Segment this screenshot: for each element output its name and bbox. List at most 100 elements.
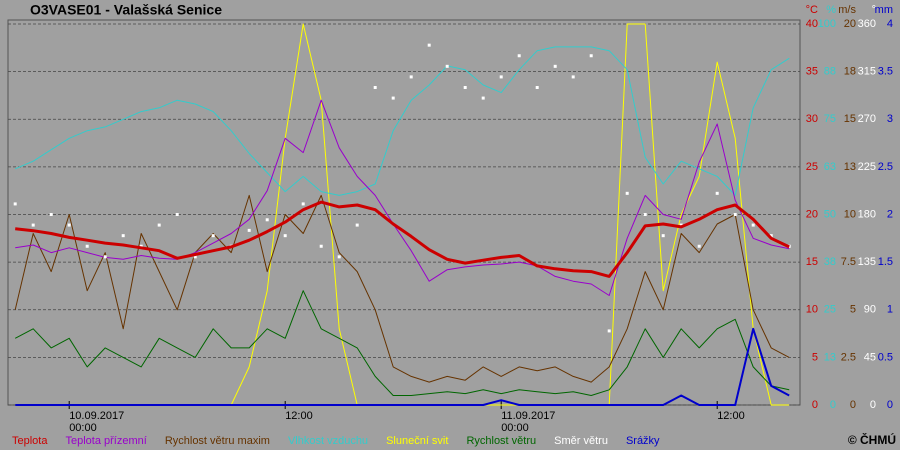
y-tick-label: 5 (812, 351, 818, 363)
y-tick-label: 3 (887, 113, 893, 125)
direction-dot (139, 244, 143, 248)
y-tick-label: 0 (887, 399, 893, 411)
y-tick-label: 0 (870, 399, 876, 411)
y-tick-label: 100 (818, 18, 836, 30)
direction-dot (769, 234, 773, 238)
direction-dot (679, 223, 683, 227)
y-tick-label: 88 (824, 66, 836, 78)
direction-dot (157, 223, 161, 227)
y-tick-label: 25 (824, 304, 836, 316)
direction-dot (499, 75, 503, 79)
legend-entry: Teplota přízemní (65, 435, 146, 447)
direction-dot (13, 202, 17, 206)
series-line (14, 194, 790, 383)
legend-entry: Srážky (626, 435, 660, 447)
y-tick-label: 45 (864, 351, 876, 363)
direction-dot (409, 75, 413, 79)
y-tick-label: 1.5 (878, 256, 893, 268)
y-tick-label: 13 (844, 161, 856, 173)
direction-dot (553, 64, 557, 68)
x-tick-label: 00:00 (501, 422, 529, 434)
direction-dot (661, 234, 665, 238)
axis-unit: mm (875, 4, 893, 16)
y-tick-label: 38 (824, 256, 836, 268)
y-tick-label: 225 (858, 161, 876, 173)
direction-dot (733, 213, 737, 216)
direction-dot (193, 255, 197, 259)
y-tick-label: 2.5 (841, 351, 856, 363)
axis-unit: m/s (838, 4, 856, 16)
series-line (15, 99, 790, 296)
direction-dot (697, 244, 701, 248)
y-tick-label: 360 (858, 18, 876, 30)
y-tick-label: 1 (887, 304, 893, 316)
direction-dot (535, 86, 539, 89)
legend-entry: Rychlost větru (466, 435, 536, 447)
y-tick-label: 20 (806, 208, 818, 220)
y-tick-label: 0 (830, 399, 836, 411)
legend-entry: Směr větru (554, 435, 608, 447)
credit: © ČHMÚ (848, 432, 896, 447)
y-tick-label: 13 (824, 351, 836, 363)
y-tick-label: 270 (858, 113, 876, 125)
legend-entry: Rychlost větru maxim (165, 435, 270, 447)
direction-dot (337, 255, 341, 259)
y-tick-label: 15 (844, 113, 856, 125)
y-tick-label: 25 (806, 161, 818, 173)
x-tick-date: 11.09.2017 (501, 410, 555, 422)
direction-dot (427, 43, 431, 47)
direction-dot (175, 213, 179, 216)
legend-entry: Vlhkost vzduchu (288, 435, 368, 447)
y-tick-label: 75 (824, 113, 836, 125)
direction-dot (625, 191, 629, 195)
series-line (15, 200, 790, 278)
direction-dot (481, 96, 485, 100)
direction-dot (643, 213, 647, 216)
direction-dot (391, 96, 395, 100)
direction-dot (265, 218, 269, 222)
direction-dot (445, 64, 449, 68)
chart-title: O3VASE01 - Valašská Senice (30, 2, 222, 18)
y-tick-label: 18 (844, 66, 856, 78)
direction-dot (67, 223, 71, 227)
y-tick-label: 0.5 (878, 351, 893, 363)
y-tick-label: 7.5 (841, 256, 856, 268)
y-tick-label: 20 (844, 18, 856, 30)
y-tick-label: 0 (850, 399, 856, 411)
direction-dot (121, 234, 125, 238)
y-tick-label: 15 (806, 256, 818, 268)
series-line (14, 290, 790, 396)
direction-dot (751, 223, 755, 227)
direction-dot (319, 244, 323, 248)
y-tick-label: 90 (864, 304, 876, 316)
y-tick-label: 0 (812, 399, 818, 411)
y-tick-label: 3.5 (878, 66, 893, 78)
axis-unit: % (826, 4, 836, 16)
direction-dot (85, 244, 89, 248)
y-tick-label: 63 (824, 161, 836, 173)
direction-dot (571, 75, 575, 79)
y-tick-label: 10 (844, 208, 856, 220)
direction-dot (463, 86, 467, 89)
y-tick-label: 2.5 (878, 161, 893, 173)
direction-dot (301, 202, 305, 206)
direction-dot (211, 234, 215, 238)
direction-dot (607, 329, 611, 333)
y-tick-label: 40 (806, 18, 818, 30)
y-tick-label: 5 (850, 304, 856, 316)
y-tick-label: 135 (858, 256, 876, 268)
plot-area (7, 19, 801, 406)
y-tick-label: 30 (806, 113, 818, 125)
direction-dot (355, 223, 359, 227)
y-tick-label: 4 (887, 18, 893, 30)
series-line (15, 46, 790, 196)
x-tick-label: 00:00 (69, 422, 97, 434)
y-tick-label: 50 (824, 208, 836, 220)
series-line (15, 327, 790, 406)
y-tick-label: 315 (858, 66, 876, 78)
direction-dot (589, 54, 593, 58)
direction-dot (247, 228, 251, 232)
direction-dot (715, 191, 719, 195)
direction-dot (517, 54, 521, 58)
